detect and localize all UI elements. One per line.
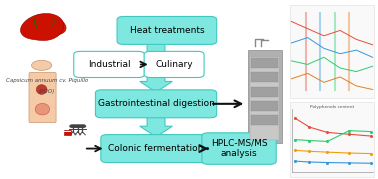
FancyBboxPatch shape <box>117 16 217 44</box>
Bar <box>251 101 278 111</box>
FancyBboxPatch shape <box>29 72 56 123</box>
Text: Industrial: Industrial <box>88 60 130 69</box>
Polygon shape <box>140 42 172 92</box>
Text: Colonic fermentation: Colonic fermentation <box>108 144 204 153</box>
Bar <box>64 131 71 132</box>
FancyBboxPatch shape <box>101 135 211 163</box>
Bar <box>251 72 278 82</box>
Text: Capsicum annuum cv. Piquillo: Capsicum annuum cv. Piquillo <box>6 78 88 83</box>
Text: Culinary: Culinary <box>155 60 193 69</box>
Circle shape <box>31 60 52 70</box>
Ellipse shape <box>35 103 50 115</box>
Ellipse shape <box>36 85 47 95</box>
FancyBboxPatch shape <box>144 51 204 78</box>
Circle shape <box>70 124 77 128</box>
Text: Heat treatments: Heat treatments <box>130 26 204 35</box>
Text: HPLC-MS/MS
analysis: HPLC-MS/MS analysis <box>211 139 267 158</box>
Bar <box>248 50 282 143</box>
Circle shape <box>79 124 86 128</box>
Bar <box>64 130 71 135</box>
FancyBboxPatch shape <box>95 90 217 118</box>
FancyBboxPatch shape <box>74 51 144 78</box>
Bar <box>290 102 374 177</box>
Polygon shape <box>20 14 64 40</box>
Bar <box>251 87 278 97</box>
Bar <box>251 115 278 125</box>
Bar <box>251 58 278 68</box>
Bar <box>250 57 279 140</box>
Text: Gastrointestinal digestion: Gastrointestinal digestion <box>98 99 214 108</box>
Polygon shape <box>30 14 66 36</box>
Text: (PDO): (PDO) <box>39 89 55 94</box>
Circle shape <box>74 124 81 128</box>
Bar <box>290 5 374 98</box>
FancyBboxPatch shape <box>202 133 276 164</box>
Text: Polyphenols content: Polyphenols content <box>310 105 354 109</box>
Polygon shape <box>140 115 172 137</box>
